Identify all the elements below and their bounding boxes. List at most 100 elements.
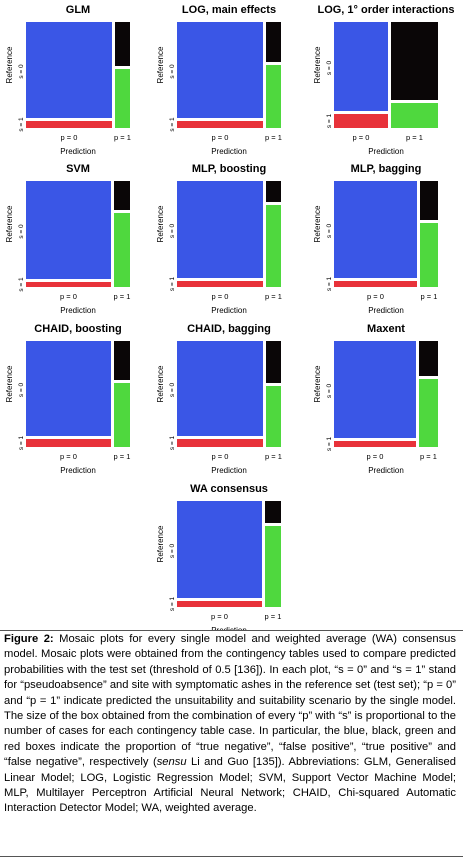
caption-text-part2: Li and Guo [135]). Abbreviations: GLM, G…: [4, 756, 456, 815]
mosaic-panel: LOG, 1° order interactions p = 0 p = 1Pred…: [313, 4, 455, 156]
panel-title: CHAID, bagging: [187, 323, 271, 335]
x-axis-label: Prediction: [211, 147, 247, 156]
y-tick-label: s = 0: [326, 60, 333, 75]
true-positive-box: [420, 223, 438, 287]
x-tick-label: p = 0: [212, 133, 229, 142]
x-tick-label: p = 0: [60, 292, 77, 301]
true-negative-box: [26, 341, 111, 436]
true-negative-box: [177, 501, 262, 598]
mosaic-panel: LOG, main effects p = 0 p = 1 Prediction s =…: [156, 4, 282, 156]
x-axis-label: Prediction: [211, 466, 247, 475]
false-negative-box: [177, 601, 262, 607]
false-positive-box: [391, 22, 438, 100]
x-axis-label: Prediction: [60, 147, 96, 156]
panel-title: Maxent: [367, 323, 405, 335]
panel-title: SVM: [66, 163, 90, 175]
x-tick-label: p = 0: [353, 133, 370, 142]
figure-caption: Figure 2: Mosaic plots for every single …: [4, 632, 456, 817]
x-axis-label: Prediction: [368, 306, 404, 315]
true-positive-box: [266, 205, 281, 287]
panel-title: CHAID, boosting: [34, 323, 121, 335]
false-positive-box: [420, 181, 438, 220]
mosaic-panel: CHAID, boosting p = 0 p = 1 Prediction s = 0…: [5, 323, 130, 475]
x-tick-label: p = 1: [406, 133, 423, 142]
mosaic-panel: Maxent p = 0 p = 1 Prediction s = 0 s = 1 Refe…: [313, 323, 438, 475]
false-negative-box: [26, 282, 111, 287]
y-axis-label: Reference: [313, 365, 322, 402]
true-negative-box: [26, 22, 112, 118]
y-tick-label: s = 1: [169, 117, 176, 132]
x-tick-label: p = 1: [265, 292, 282, 301]
y-tick-label: s = 0: [169, 543, 176, 558]
y-tick-label: s = 0: [169, 223, 176, 238]
y-axis-label: Reference: [156, 365, 165, 402]
caption-sensu: sensu: [156, 756, 187, 769]
false-positive-box: [419, 341, 438, 376]
true-positive-box: [114, 213, 130, 287]
x-tick-label: p = 0: [212, 292, 229, 301]
true-positive-box: [266, 386, 281, 447]
caption-text-part1: Mosaic plots for every single model and …: [4, 633, 456, 769]
x-tick-label: p = 0: [60, 452, 77, 461]
y-axis-label: Reference: [5, 365, 14, 402]
false-positive-box: [115, 22, 130, 66]
x-tick-label: p = 1: [114, 292, 131, 301]
y-tick-label: s = 1: [169, 276, 176, 291]
x-tick-label: p = 1: [265, 133, 282, 142]
y-tick-label: s = 0: [326, 383, 333, 398]
true-negative-box: [177, 341, 263, 436]
false-positive-box: [266, 181, 281, 202]
y-tick-label: s = 0: [169, 64, 176, 79]
x-tick-label: p = 1: [114, 452, 131, 461]
false-negative-box: [26, 439, 111, 447]
true-negative-box: [26, 181, 111, 279]
false-negative-box: [177, 121, 263, 128]
true-negative-box: [334, 181, 417, 278]
y-tick-label: s = 1: [326, 113, 333, 128]
x-tick-label: p = 0: [61, 133, 78, 142]
x-tick-label: p = 1: [265, 452, 282, 461]
caption-bottom-divider: [0, 856, 463, 857]
y-tick-label: s = 1: [326, 436, 333, 451]
false-positive-box: [266, 22, 281, 62]
true-negative-box: [177, 22, 263, 118]
mosaic-panel: CHAID, bagging p = 0 p = 1 Prediction s = 0 s…: [156, 323, 282, 475]
x-axis-label: Prediction: [60, 466, 96, 475]
false-negative-box: [26, 121, 112, 128]
true-positive-box: [265, 526, 281, 607]
true-negative-box: [334, 341, 416, 438]
true-negative-box: [334, 22, 388, 111]
x-tick-label: p = 0: [367, 292, 384, 301]
false-negative-box: [334, 281, 417, 287]
x-axis-label: Prediction: [60, 306, 96, 315]
y-tick-label: s = 1: [326, 276, 333, 291]
x-axis-label: Prediction: [211, 306, 247, 315]
false-positive-box: [114, 181, 130, 210]
mosaic-panel: MLP, bagging p = 0 p = 1 Prediction s = 0 s =…: [313, 163, 438, 315]
y-tick-label: s = 0: [18, 382, 25, 397]
x-tick-label: p = 1: [421, 292, 438, 301]
y-tick-label: s = 0: [18, 224, 25, 239]
false-negative-box: [334, 114, 388, 128]
false-negative-box: [334, 441, 416, 447]
true-positive-box: [266, 65, 281, 128]
y-tick-label: s = 1: [169, 435, 176, 450]
x-tick-label: p = 0: [367, 452, 384, 461]
panel-title: LOG, 1° order interactions: [317, 4, 454, 16]
y-axis-label: Reference: [5, 46, 14, 83]
true-positive-box: [419, 379, 438, 447]
mosaic-panel: MLP, boosting p = 0 p = 1 Prediction s = 0 s …: [156, 163, 282, 315]
y-tick-label: s = 1: [18, 117, 25, 132]
true-negative-box: [177, 181, 263, 278]
y-axis-label: Reference: [313, 205, 322, 242]
x-axis-label: Prediction: [211, 626, 247, 630]
y-axis-label: Reference: [156, 205, 165, 242]
true-positive-box: [115, 69, 130, 128]
y-axis-label: Reference: [156, 46, 165, 83]
x-tick-label: p = 0: [211, 612, 228, 621]
true-positive-box: [391, 103, 438, 128]
y-axis-label: Reference: [156, 525, 165, 562]
x-tick-label: p = 1: [265, 612, 282, 621]
y-tick-label: s = 0: [326, 223, 333, 238]
